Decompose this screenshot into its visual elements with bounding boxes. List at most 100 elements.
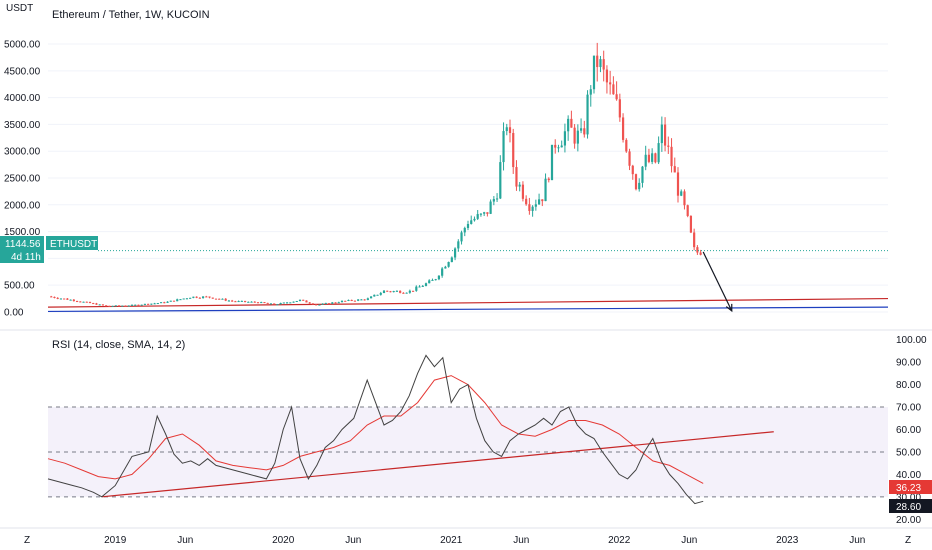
time-tick-label: 2020 <box>272 535 295 546</box>
rsi-tick-label: 50.00 <box>896 447 921 458</box>
candle-body <box>621 117 625 140</box>
candle-body <box>85 301 88 303</box>
candle-body <box>631 165 634 175</box>
candle-body <box>625 139 628 152</box>
rsi-line <box>47 354 704 505</box>
candle-body <box>550 144 554 181</box>
rsi-pane[interactable]: 20.00 30.00 40.00 50.00 60.00 70.00 80.00 90.00… <box>47 335 927 526</box>
candle-body <box>218 298 221 300</box>
candle-body <box>441 268 444 276</box>
price-badge: 1144.56 4d 11h ETHUSDT <box>0 236 98 263</box>
candle-body <box>72 299 75 302</box>
candle-body <box>247 301 250 303</box>
time-axis[interactable]: 2019 Jun 2020 Jun 2021 Jun 2022 Jun 2023 Jun <box>104 535 865 546</box>
time-tick-label: 2021 <box>440 535 463 546</box>
candle-body <box>211 297 214 299</box>
candle-body <box>479 213 483 215</box>
candle-body <box>528 204 531 211</box>
price-tick-label: 500.00 <box>4 281 35 292</box>
symbol-badge: ETHUSDT <box>50 239 97 250</box>
candle-body <box>554 144 557 148</box>
candle-body <box>402 292 405 294</box>
candle-body <box>214 298 218 300</box>
candle-body <box>408 290 411 293</box>
candle-body <box>179 299 182 301</box>
candle-body <box>276 304 279 306</box>
candle-body <box>434 279 437 281</box>
candle-body <box>105 305 108 307</box>
zoom-z-left[interactable]: Z <box>24 535 30 546</box>
candle-body <box>589 89 592 95</box>
rsi-level-badge: 28.60 <box>896 502 921 513</box>
price-axis[interactable]: 0.00500.001000.001500.002000.002500.0030… <box>4 40 41 319</box>
candle-body <box>579 128 583 131</box>
time-tick-label: Jun <box>345 535 361 546</box>
candle-body <box>279 302 282 305</box>
candle-body <box>101 304 105 306</box>
time-tick-label: 2023 <box>776 535 799 546</box>
candle-body <box>147 303 150 305</box>
candle-body <box>195 296 198 298</box>
candle-body <box>298 299 302 301</box>
candle-body <box>424 283 428 286</box>
rsi-axis[interactable]: 20.00 30.00 40.00 50.00 60.00 70.00 80.00 90.00… <box>896 335 927 526</box>
candle-body <box>515 167 518 187</box>
candle-body <box>150 303 153 305</box>
candle-body <box>557 147 560 149</box>
candle-body <box>563 131 567 146</box>
candle-body <box>547 178 550 181</box>
time-tick-label: Jun <box>513 535 529 546</box>
price-tick-label: 4000.00 <box>4 93 41 104</box>
candle-body <box>651 153 654 162</box>
symbol-badge-bg <box>46 236 98 250</box>
candle-body <box>353 300 357 302</box>
price-tick-label: 2500.00 <box>4 174 41 185</box>
candle-body <box>366 298 369 300</box>
price-tick-label: 4500.00 <box>4 66 41 77</box>
candle-body <box>399 290 402 293</box>
candle-body <box>476 214 479 219</box>
candle-body <box>340 300 344 303</box>
candle-body <box>269 303 273 305</box>
candle-body <box>169 300 172 302</box>
candle-body <box>53 296 56 298</box>
candle-body <box>615 94 618 100</box>
candle-body <box>363 299 366 301</box>
candle-body <box>331 302 334 304</box>
price-trendline-red <box>47 297 889 308</box>
candle-body <box>415 286 418 291</box>
candle-body <box>189 297 192 299</box>
candle-body <box>421 285 424 287</box>
candle-body <box>282 302 285 304</box>
zoom-z-right[interactable]: Z <box>905 535 911 546</box>
candle-body <box>492 199 495 202</box>
candle-body <box>98 304 101 306</box>
candle-body <box>489 201 492 214</box>
candle-body <box>628 151 631 166</box>
price-pane[interactable]: 0.00500.001000.001500.002000.002500.0030… <box>4 40 889 319</box>
rsi-ma-line <box>47 375 704 484</box>
rsi-label: RSI (14, close, SMA, 14, 2) <box>52 339 185 351</box>
candle-body <box>308 302 311 304</box>
rsi-tick-label: 100.00 <box>896 335 927 346</box>
price-value-badge-bg <box>0 236 44 250</box>
candle-body <box>159 302 163 304</box>
candle-body <box>450 257 453 263</box>
candle-body <box>596 55 599 68</box>
candle-body <box>108 305 111 307</box>
candle-body <box>473 218 476 221</box>
rsi-tick-label: 40.00 <box>896 470 921 481</box>
candle-body <box>376 294 379 296</box>
candle-body <box>305 300 308 303</box>
candle-body <box>466 223 470 228</box>
candle-body <box>670 146 673 167</box>
candle-body <box>618 99 621 118</box>
price-candles <box>50 42 702 307</box>
rsi-trendline <box>101 431 774 498</box>
candle-body <box>693 232 696 248</box>
candle-body <box>531 206 534 211</box>
candle-body <box>447 262 450 267</box>
candle-body <box>592 55 596 90</box>
candle-body <box>525 198 528 205</box>
candle-body <box>163 302 166 304</box>
